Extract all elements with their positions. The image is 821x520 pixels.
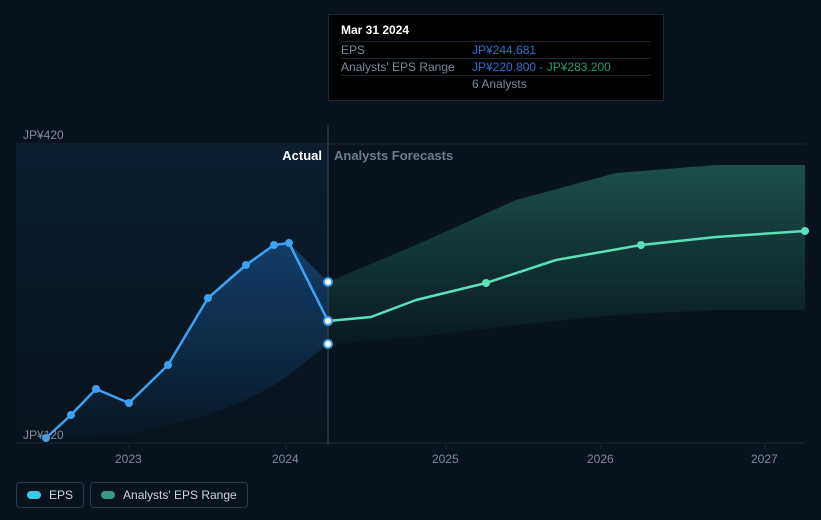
legend-item-range[interactable]: Analysts' EPS Range (90, 482, 248, 508)
y-axis-label-min: JP¥120 (23, 428, 64, 442)
tooltip-value: JP¥220.800 - JP¥283.200 (472, 60, 611, 74)
x-axis-label: 2026 (587, 452, 614, 466)
tooltip-label (341, 77, 456, 91)
range-sep: - (536, 60, 547, 74)
tooltip-label: EPS (341, 43, 456, 57)
x-axis-label: 2024 (272, 452, 299, 466)
tooltip-row-eps: EPS JP¥244.681 (341, 41, 651, 58)
legend-label: EPS (49, 488, 73, 502)
tooltip-label: Analysts' EPS Range (341, 60, 456, 74)
x-axis-label: 2025 (432, 452, 459, 466)
legend-swatch-icon (101, 491, 115, 499)
section-label-forecast: Analysts Forecasts (334, 148, 453, 163)
tooltip-subtext: 6 Analysts (472, 77, 527, 91)
chart-legend: EPS Analysts' EPS Range (16, 482, 248, 508)
legend-swatch-icon (27, 491, 41, 499)
tooltip-value: JP¥244.681 (472, 43, 536, 57)
tooltip-row-range: Analysts' EPS Range JP¥220.800 - JP¥283.… (341, 58, 651, 75)
y-axis-label-max: JP¥420 (23, 128, 64, 142)
range-low: JP¥220.800 (472, 60, 536, 74)
legend-item-eps[interactable]: EPS (16, 482, 84, 508)
section-label-actual: Actual (282, 148, 322, 163)
tooltip-date: Mar 31 2024 (341, 23, 651, 37)
x-axis-label: 2023 (115, 452, 142, 466)
chart-svg (16, 125, 805, 475)
eps-chart[interactable]: JP¥420 JP¥120 Actual Analysts Forecasts … (16, 125, 805, 475)
range-high: JP¥283.200 (547, 60, 611, 74)
tooltip-row-analysts: 6 Analysts (341, 75, 651, 92)
legend-label: Analysts' EPS Range (123, 488, 237, 502)
x-axis-label: 2027 (751, 452, 778, 466)
chart-tooltip: Mar 31 2024 EPS JP¥244.681 Analysts' EPS… (328, 14, 664, 101)
